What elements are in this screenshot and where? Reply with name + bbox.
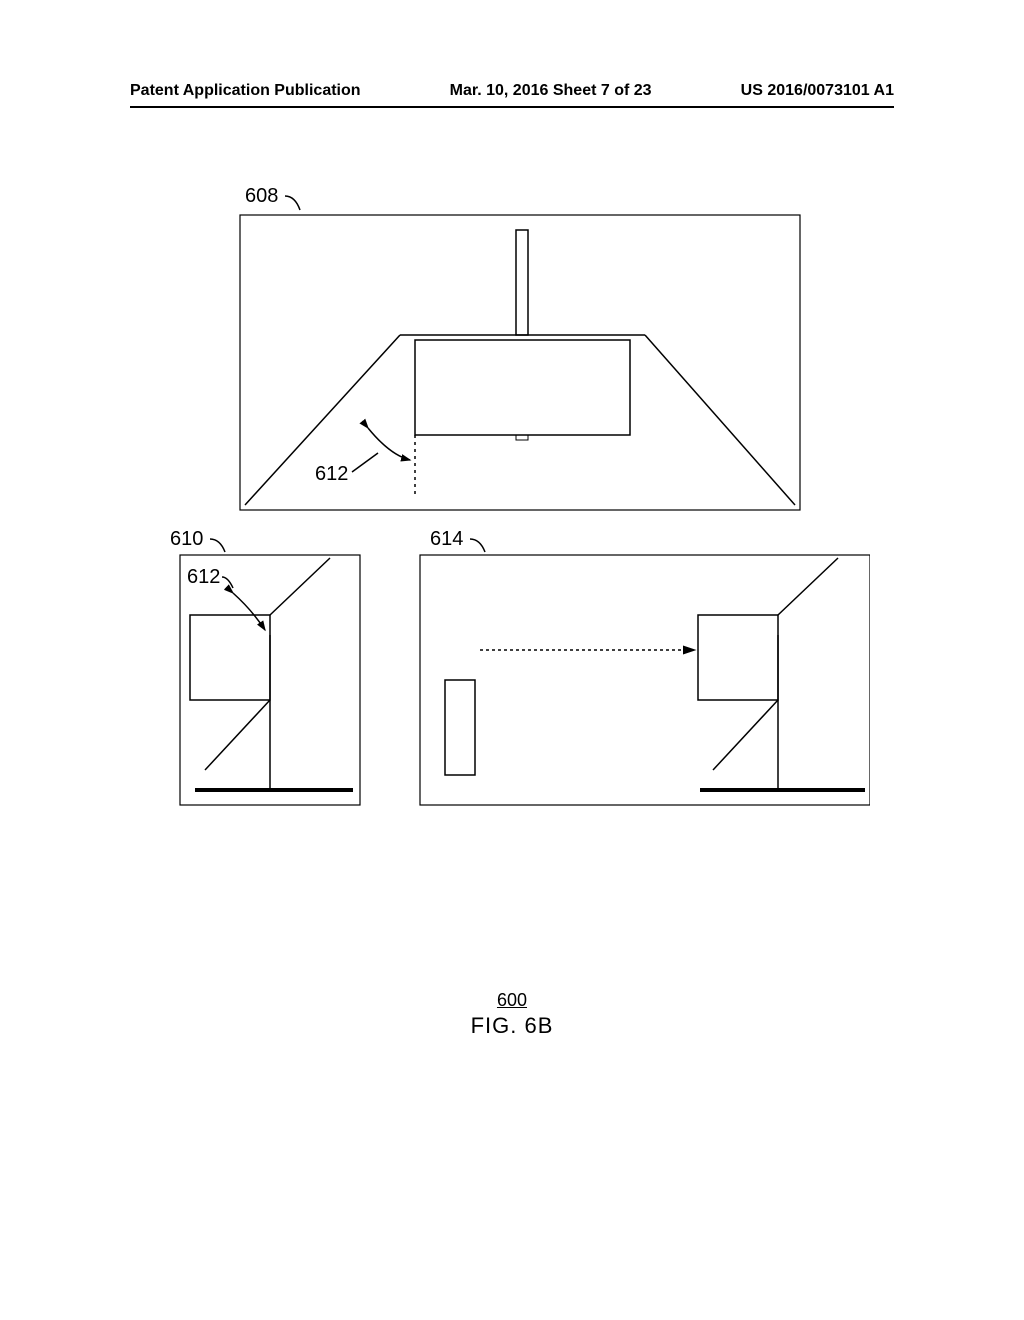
ref-612-label-left: 612 <box>187 566 220 588</box>
page-header: Patent Application Publication Mar. 10, … <box>0 82 1024 100</box>
panel-614: 614 <box>420 528 870 805</box>
figure-number: 600 <box>0 990 1024 1011</box>
header-rule <box>130 106 894 108</box>
header-center: Mar. 10, 2016 Sheet 7 of 23 <box>450 82 652 100</box>
figure-caption: 600 FIG. 6B <box>0 990 1024 1039</box>
header-left: Patent Application Publication <box>130 82 361 100</box>
figure-6b: 608 612 610 <box>170 180 870 830</box>
ref-614-label: 614 <box>430 528 463 550</box>
panel-608: 608 612 <box>240 185 800 510</box>
ref-608-label: 608 <box>245 185 278 207</box>
header-right: US 2016/0073101 A1 <box>741 82 894 100</box>
panel-610: 610 612 <box>170 528 360 805</box>
ref-612-label-top: 612 <box>315 463 348 485</box>
figure-label: FIG. 6B <box>0 1013 1024 1039</box>
ref-610-label: 610 <box>170 528 203 550</box>
patent-diagram: 608 612 610 <box>170 180 870 830</box>
